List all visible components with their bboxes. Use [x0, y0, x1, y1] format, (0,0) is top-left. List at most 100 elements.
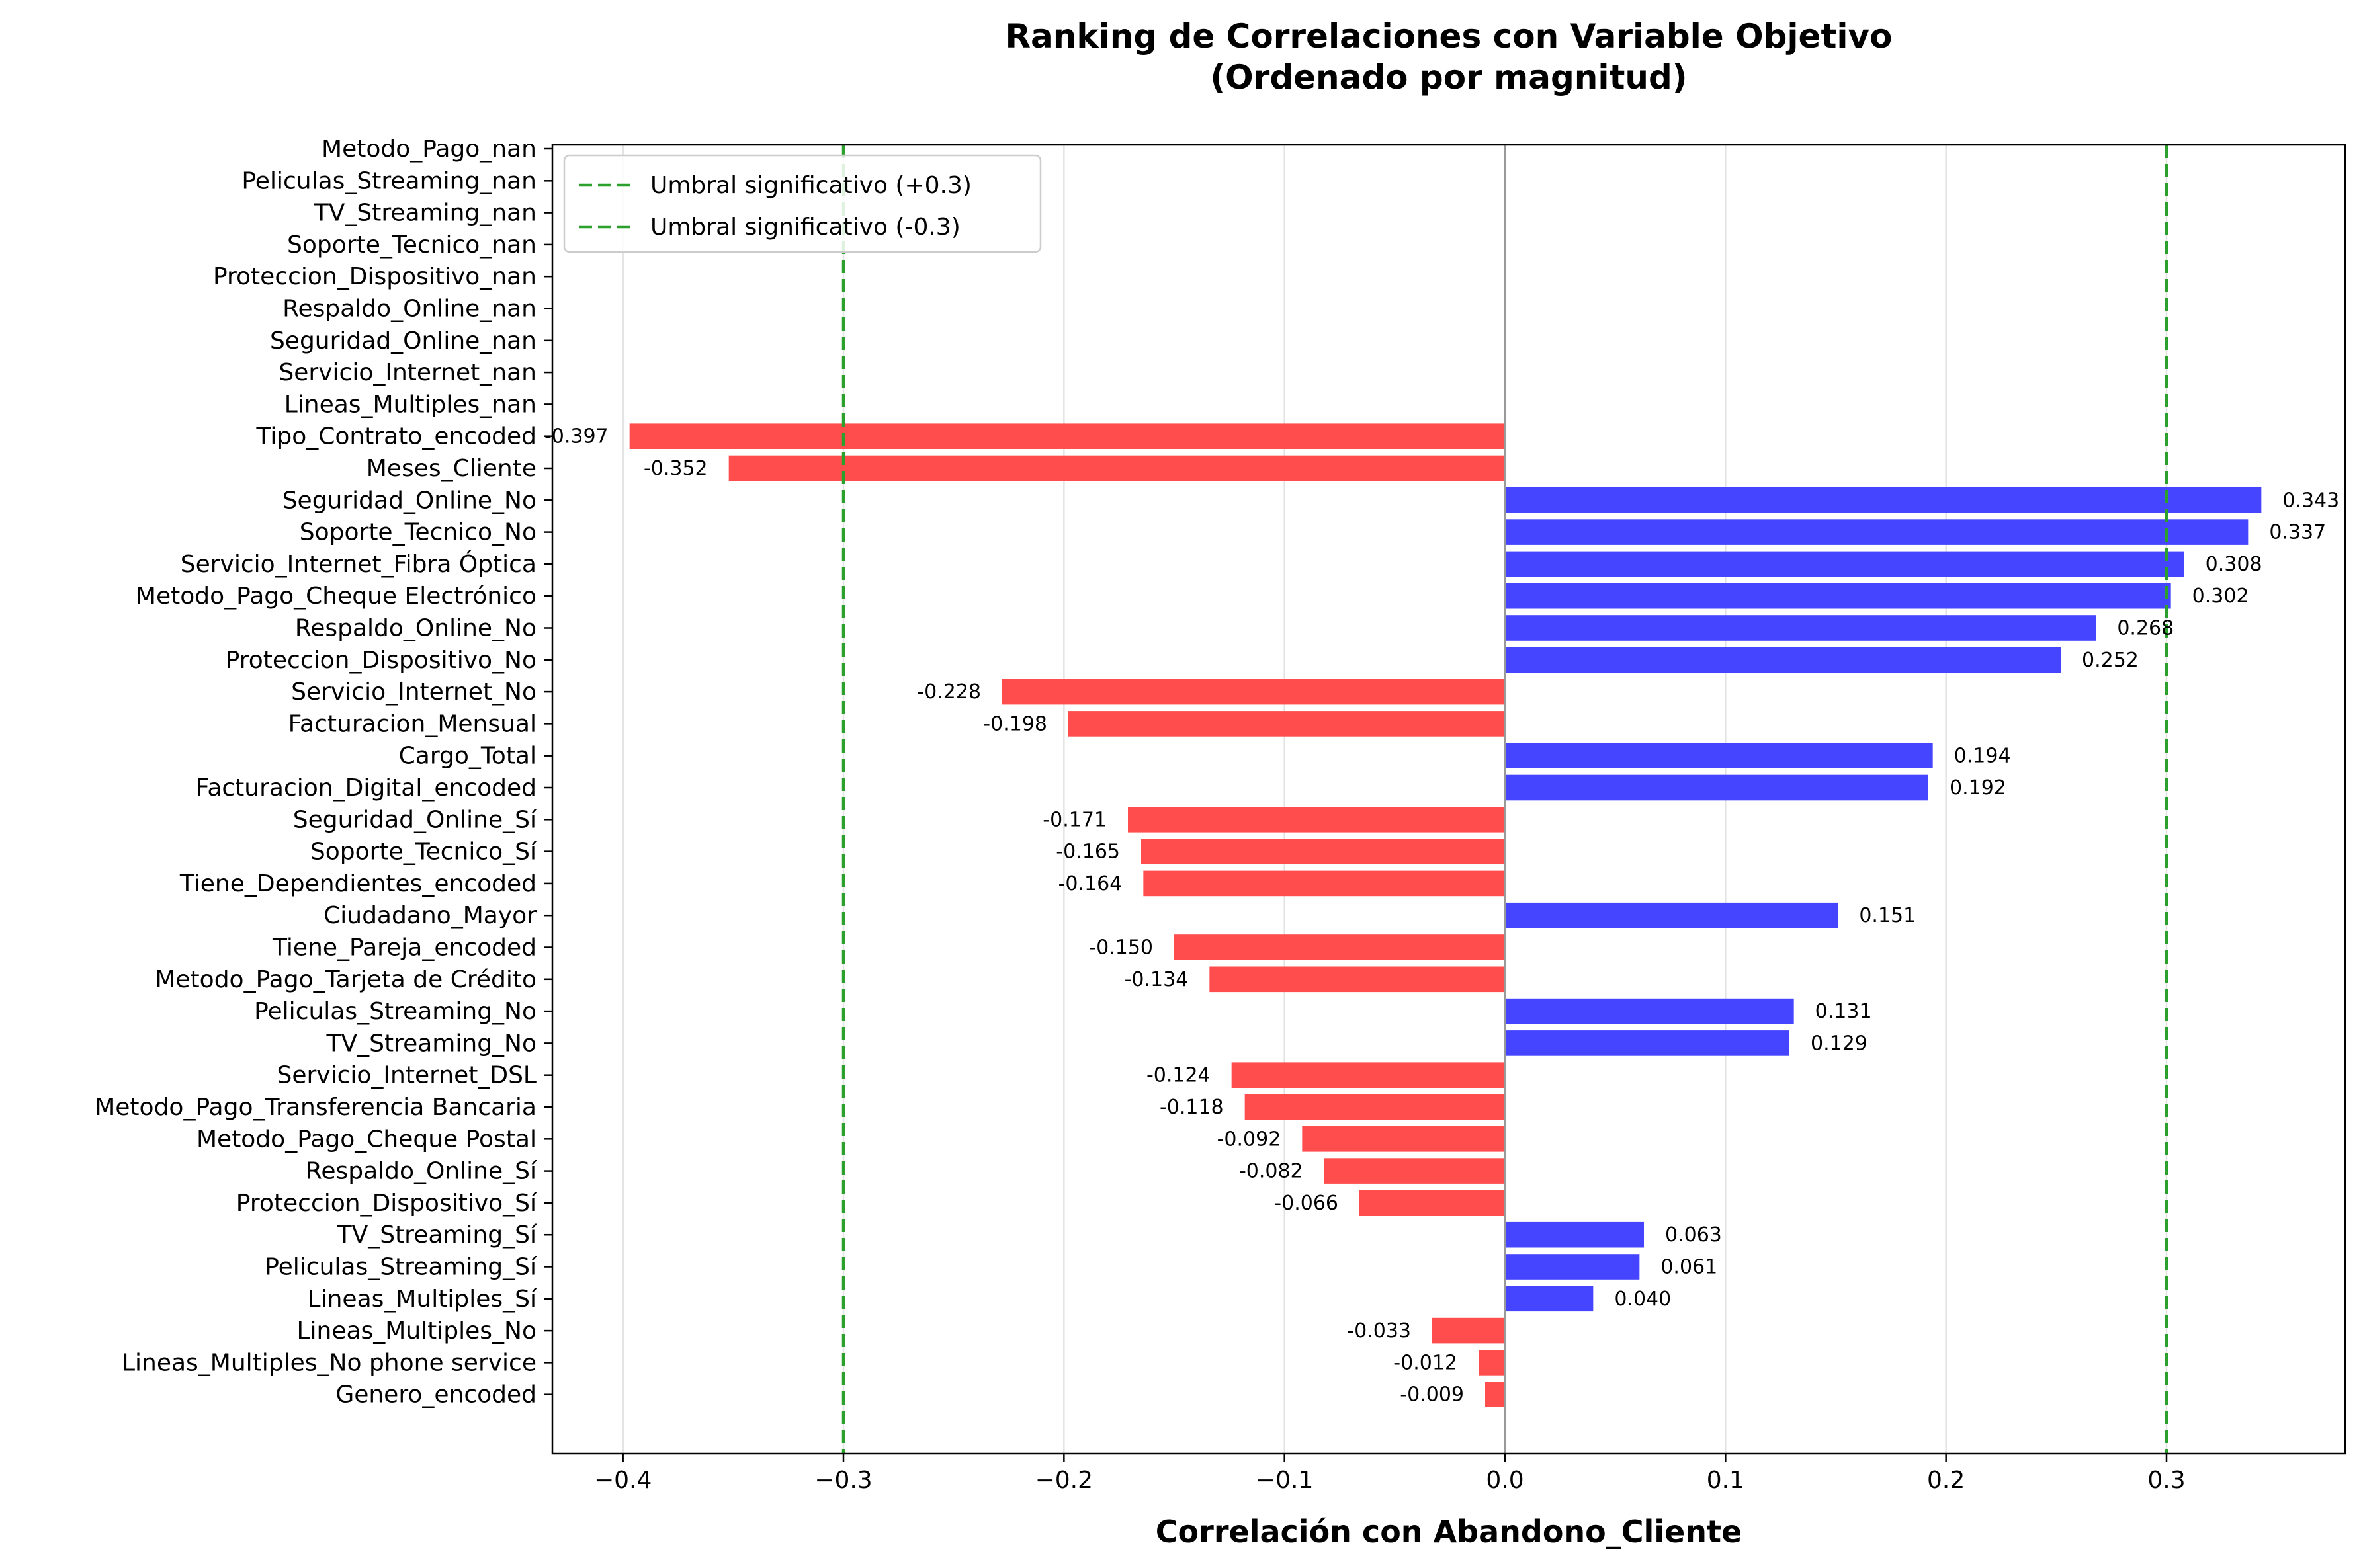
value-label: 0.040 — [1614, 1288, 1671, 1311]
value-label: 0.151 — [1859, 904, 1916, 927]
y-tick-label: Proteccion_Dispositivo_nan — [213, 263, 537, 290]
value-label: 0.337 — [2269, 521, 2326, 544]
y-tick-label: Peliculas_Streaming_nan — [241, 167, 537, 194]
y-tick-label: Respaldo_Online_nan — [282, 296, 537, 323]
bar — [1505, 1030, 1789, 1056]
bars — [629, 423, 2262, 1407]
x-tick-label: −0.3 — [814, 1467, 872, 1494]
value-label: -0.009 — [1400, 1383, 1464, 1407]
axes: −0.4 −0.3 −0.2 −0.1 0.0 0.1 0.2 0.3 Metodo_Pago_… — [95, 136, 2346, 1494]
x-tick-label: 0.1 — [1707, 1467, 1744, 1494]
y-tick-label: Meses_Cliente — [366, 455, 537, 482]
bar — [1141, 839, 1505, 864]
bar — [1485, 1382, 1505, 1407]
bar — [1505, 615, 2096, 641]
y-tick-label: Soporte_Tecnico_Sí — [310, 839, 537, 866]
value-label: -0.033 — [1347, 1319, 1411, 1342]
plot-frame — [551, 144, 2346, 1455]
y-tick-label: TV_Streaming_No — [326, 1030, 537, 1057]
y-tick-label: Lineas_Multiples_Sí — [308, 1286, 537, 1313]
y-tick-label: Lineas_Multiples_nan — [284, 391, 537, 418]
bar — [1479, 1350, 1505, 1376]
bar — [1174, 934, 1505, 960]
value-label: -0.397 — [544, 425, 609, 448]
x-tick-label: 0.3 — [2147, 1467, 2185, 1494]
y-tick-label: Peliculas_Streaming_No — [254, 998, 537, 1025]
bar — [1505, 1286, 1594, 1312]
x-tick-label: −0.1 — [1256, 1467, 1313, 1494]
value-label: 0.061 — [1660, 1256, 1717, 1279]
value-label: -0.228 — [917, 681, 981, 704]
y-tick-label: Soporte_Tecnico_nan — [287, 231, 537, 259]
value-label: 0.131 — [1815, 1000, 1872, 1023]
bar — [1244, 1094, 1505, 1120]
y-tick-label: Proteccion_Dispositivo_Sí — [236, 1190, 537, 1217]
legend-label: Umbral significativo (+0.3) — [650, 172, 972, 199]
bar — [1505, 551, 2184, 577]
y-tick-label: Metodo_Pago_Transferencia Bancaria — [95, 1094, 537, 1121]
value-label: 0.343 — [2282, 489, 2339, 512]
legend-box — [563, 154, 1042, 253]
y-tick-label: Facturacion_Mensual — [288, 710, 537, 737]
y-tick-label: Ciudadano_Mayor — [323, 902, 537, 929]
value-label: -0.352 — [644, 457, 708, 480]
y-tick-label: TV_Streaming_Sí — [337, 1221, 537, 1249]
y-tick-label: Servicio_Internet_nan — [279, 359, 537, 386]
value-labels: -0.397 -0.352 0.343 0.337 0.308 0.302 0.268 0.2… — [544, 425, 2339, 1407]
x-tick-label: −0.4 — [594, 1467, 652, 1494]
x-tick-label: −0.2 — [1035, 1467, 1093, 1494]
y-tick-label: Genero_encoded — [335, 1382, 537, 1409]
bar — [1505, 1221, 1644, 1248]
x-axis-label: Correlación con Abandono_Cliente — [1156, 1514, 1742, 1549]
y-tick-label: Respaldo_Online_Sí — [306, 1158, 537, 1185]
y-tick-label: Metodo_Pago_Cheque Postal — [196, 1126, 537, 1153]
bar — [1505, 743, 1933, 768]
value-label: -0.171 — [1043, 808, 1107, 831]
bar — [1231, 1062, 1505, 1088]
bar — [1505, 519, 2249, 545]
bar — [1209, 966, 1505, 993]
value-label: 0.129 — [1811, 1032, 1867, 1055]
bar — [1505, 1254, 1640, 1280]
value-label: -0.198 — [983, 712, 1047, 735]
y-tick-label: Lineas_Multiples_No — [296, 1317, 537, 1344]
x-gridlines — [622, 145, 2168, 1454]
value-label: 0.063 — [1665, 1223, 1722, 1247]
value-label: -0.164 — [1058, 872, 1123, 895]
value-label: -0.150 — [1089, 936, 1153, 960]
value-label: -0.124 — [1146, 1064, 1211, 1087]
bar — [728, 455, 1505, 481]
y-tick-label: Tiene_Pareja_encoded — [272, 934, 537, 962]
legend: Umbral significativo (+0.3) Umbral signif… — [563, 154, 1042, 253]
x-axis-title: Correlación con Abandono_Cliente — [1156, 1514, 1742, 1549]
y-tick-label: Metodo_Pago_Cheque Electrónico — [136, 583, 537, 610]
bar — [1505, 647, 2061, 673]
bar — [1324, 1158, 1505, 1184]
bar — [1128, 807, 1505, 833]
y-tick-label: Metodo_Pago_nan — [322, 136, 537, 163]
chart-title-line: (Ordenado por magnitud) — [1210, 58, 1687, 97]
value-label: -0.118 — [1160, 1096, 1224, 1119]
bar — [629, 423, 1505, 449]
bar — [1505, 902, 1838, 928]
value-label: 0.192 — [1950, 776, 2006, 800]
y-tick-label: Respaldo_Online_No — [295, 615, 537, 642]
y-tick-label: Metodo_Pago_Tarjeta de Crédito — [155, 966, 537, 993]
y-tick-label: Seguridad_Online_No — [282, 487, 537, 514]
y-tick-label: TV_Streaming_nan — [314, 200, 537, 227]
x-tick-label: 0.2 — [1927, 1467, 1965, 1494]
y-tick-label: Servicio_Internet_No — [291, 679, 537, 706]
y-tick-label: Peliculas_Streaming_Sí — [265, 1254, 537, 1281]
y-tick-label: Seguridad_Online_Sí — [293, 806, 537, 833]
y-tick-label: Servicio_Internet_DSL — [277, 1062, 537, 1089]
y-tick-label: Tiene_Dependientes_encoded — [179, 870, 537, 897]
value-label: -0.066 — [1274, 1192, 1338, 1215]
bar — [1505, 774, 1928, 801]
y-tick-label: Soporte_Tecnico_No — [300, 519, 537, 546]
y-tick-label: Proteccion_Dispositivo_No — [226, 647, 537, 674]
reference-lines — [841, 145, 2168, 1454]
y-tick-label: Seguridad_Online_nan — [270, 327, 537, 354]
value-label: -0.092 — [1217, 1128, 1281, 1151]
